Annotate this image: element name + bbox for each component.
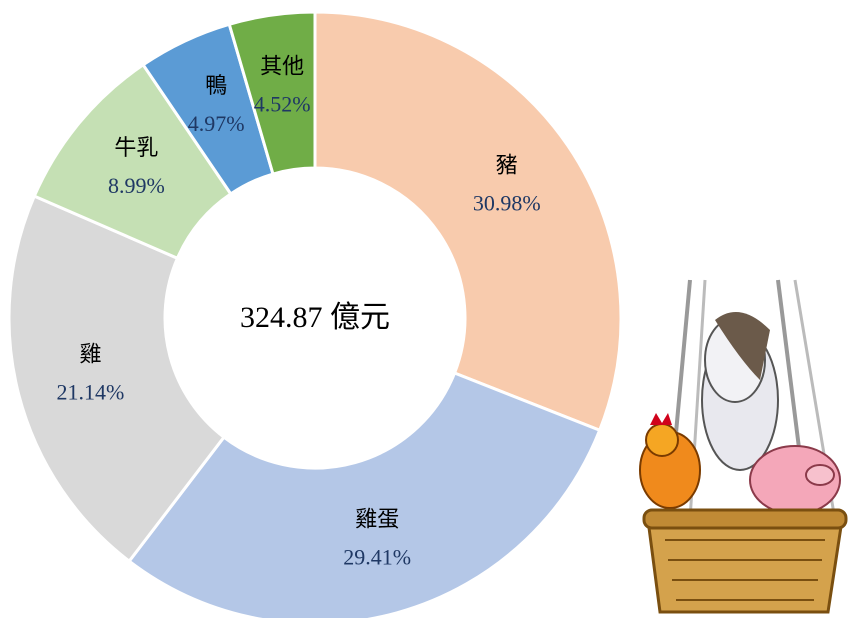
slice-name: 牛乳 [114, 135, 158, 160]
basket-illustration [640, 280, 846, 612]
slice-name: 雞 [79, 341, 101, 366]
center-label: 324.87 億元 [240, 301, 390, 334]
slice-percent: 8.99% [108, 173, 165, 198]
donut-slice [129, 373, 599, 618]
slice-percent: 21.14% [57, 379, 125, 404]
chart: 豬 30.98% 雞蛋 29.41% 雞 21.14% 牛乳 8.99% 鴨 4.97% 其他 4.5… [0, 0, 859, 618]
donut-slice [315, 12, 621, 430]
slice-name: 豬 [496, 153, 518, 178]
page: 豬 30.98% 雞蛋 29.41% 雞 21.14% 牛乳 8.99% 鴨 4.97% 其他 4.5… [0, 0, 859, 618]
slice-percent: 30.98% [473, 191, 541, 216]
slice-name: 其他 [260, 53, 304, 78]
slice-percent: 4.97% [188, 111, 245, 136]
slice-name: 鴨 [205, 73, 227, 98]
slice-percent: 4.52% [254, 91, 311, 116]
slice-percent: 29.41% [343, 545, 411, 570]
slice-name: 雞蛋 [355, 507, 399, 532]
